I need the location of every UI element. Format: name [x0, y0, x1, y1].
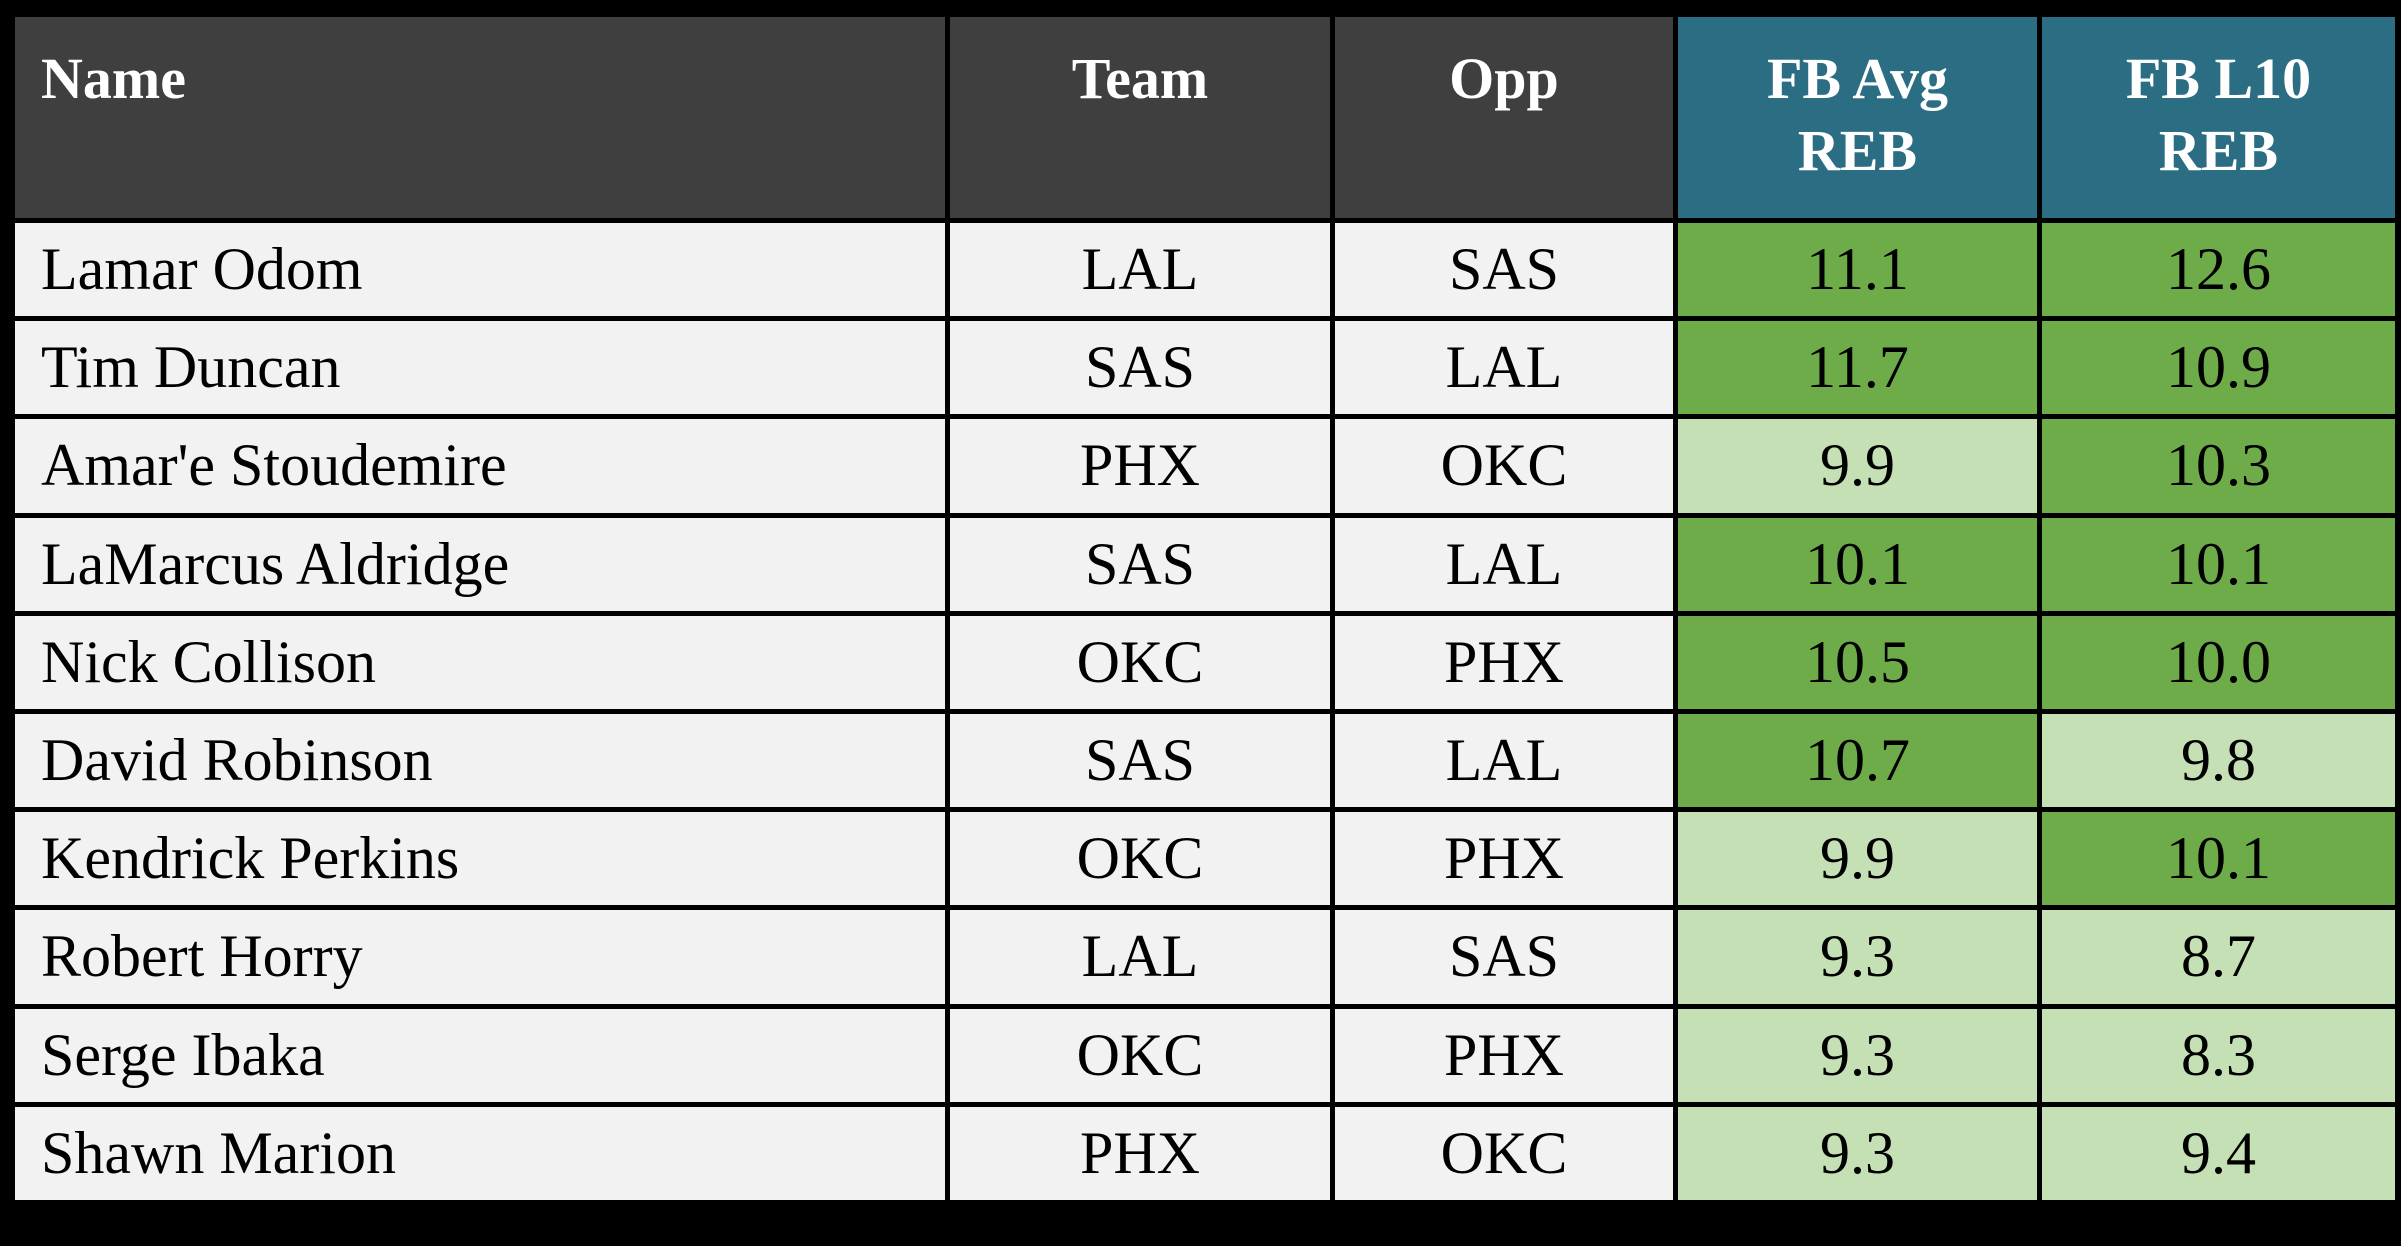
cell-team: LAL	[945, 217, 1335, 322]
header-fb-l10-reb: FB L10 REB	[2037, 12, 2400, 223]
cell-name: Lamar Odom	[10, 217, 950, 322]
cell-name: Nick Collison	[10, 610, 950, 714]
cell-fb_avg: 9.9	[1673, 807, 2042, 911]
cell-fb_l10: 10.0	[2037, 610, 2400, 714]
cell-fb_l10: 10.3	[2037, 414, 2400, 518]
cell-opp: OKC	[1330, 414, 1678, 518]
cell-fb_l10: 10.1	[2037, 807, 2400, 911]
cell-fb_avg: 9.3	[1673, 1003, 2042, 1107]
cell-fb_avg: 11.1	[1673, 217, 2042, 322]
cell-fb_l10: 9.4	[2037, 1101, 2400, 1206]
table-row: Serge Ibaka OKC PHX 9.3 8.3	[10, 1003, 2400, 1107]
cell-fb_l10: 12.6	[2037, 217, 2400, 322]
cell-fb_l10: 8.7	[2037, 905, 2400, 1009]
cell-fb_avg: 10.1	[1673, 512, 2042, 616]
cell-fb_avg: 10.5	[1673, 610, 2042, 714]
cell-team: SAS	[945, 512, 1335, 616]
cell-name: Kendrick Perkins	[10, 807, 950, 911]
cell-name: David Robinson	[10, 708, 950, 813]
cell-name: Shawn Marion	[10, 1101, 950, 1206]
table-row: LaMarcus Aldridge SAS LAL 10.1 10.1	[10, 512, 2400, 616]
cell-fb_avg: 9.3	[1673, 905, 2042, 1009]
header-row: Name Team Opp FB Avg REB FB L10 REB	[10, 12, 2400, 223]
table-row: Nick Collison OKC PHX 10.5 10.0	[10, 610, 2400, 714]
cell-team: SAS	[945, 316, 1335, 420]
cell-team: PHX	[945, 414, 1335, 518]
cell-opp: LAL	[1330, 708, 1678, 813]
cell-team: OKC	[945, 807, 1335, 911]
cell-fb_avg: 9.9	[1673, 414, 2042, 518]
cell-opp: OKC	[1330, 1101, 1678, 1206]
table-row: Amar'e Stoudemire PHX OKC 9.9 10.3	[10, 414, 2400, 518]
table-header: Name Team Opp FB Avg REB FB L10 REB	[10, 12, 2400, 223]
table-row: Kendrick Perkins OKC PHX 9.9 10.1	[10, 807, 2400, 911]
cell-opp: LAL	[1330, 316, 1678, 420]
header-opp: Opp	[1330, 12, 1678, 223]
cell-opp: PHX	[1330, 807, 1678, 911]
cell-team: SAS	[945, 708, 1335, 813]
cell-team: OKC	[945, 1003, 1335, 1107]
cell-opp: LAL	[1330, 512, 1678, 616]
cell-name: Serge Ibaka	[10, 1003, 950, 1107]
table-body: Lamar Odom LAL SAS 11.1 12.6 Tim Duncan SAS LAL…	[10, 217, 2400, 1206]
rebounds-stats-table: Name Team Opp FB Avg REB FB L10 REB Lama…	[10, 12, 2400, 1206]
table-row: Shawn Marion PHX OKC 9.3 9.4	[10, 1101, 2400, 1206]
header-fb-avg-reb: FB Avg REB	[1673, 12, 2042, 223]
cell-name: Tim Duncan	[10, 316, 950, 420]
cell-opp: SAS	[1330, 905, 1678, 1009]
cell-team: PHX	[945, 1101, 1335, 1206]
table-row: Robert Horry LAL SAS 9.3 8.7	[10, 905, 2400, 1009]
header-name: Name	[10, 12, 950, 223]
table-row: David Robinson SAS LAL 10.7 9.8	[10, 708, 2400, 813]
cell-name: Amar'e Stoudemire	[10, 414, 950, 518]
cell-name: LaMarcus Aldridge	[10, 512, 950, 616]
cell-opp: PHX	[1330, 1003, 1678, 1107]
header-team: Team	[945, 12, 1335, 223]
cell-fb_l10: 10.9	[2037, 316, 2400, 420]
cell-team: OKC	[945, 610, 1335, 714]
cell-fb_avg: 10.7	[1673, 708, 2042, 813]
cell-fb_l10: 10.1	[2037, 512, 2400, 616]
cell-name: Robert Horry	[10, 905, 950, 1009]
cell-team: LAL	[945, 905, 1335, 1009]
table-row: Tim Duncan SAS LAL 11.7 10.9	[10, 316, 2400, 420]
cell-fb_l10: 8.3	[2037, 1003, 2400, 1107]
cell-opp: SAS	[1330, 217, 1678, 322]
cell-opp: PHX	[1330, 610, 1678, 714]
cell-fb_avg: 9.3	[1673, 1101, 2042, 1206]
cell-fb_l10: 9.8	[2037, 708, 2400, 813]
table-row: Lamar Odom LAL SAS 11.1 12.6	[10, 217, 2400, 322]
cell-fb_avg: 11.7	[1673, 316, 2042, 420]
